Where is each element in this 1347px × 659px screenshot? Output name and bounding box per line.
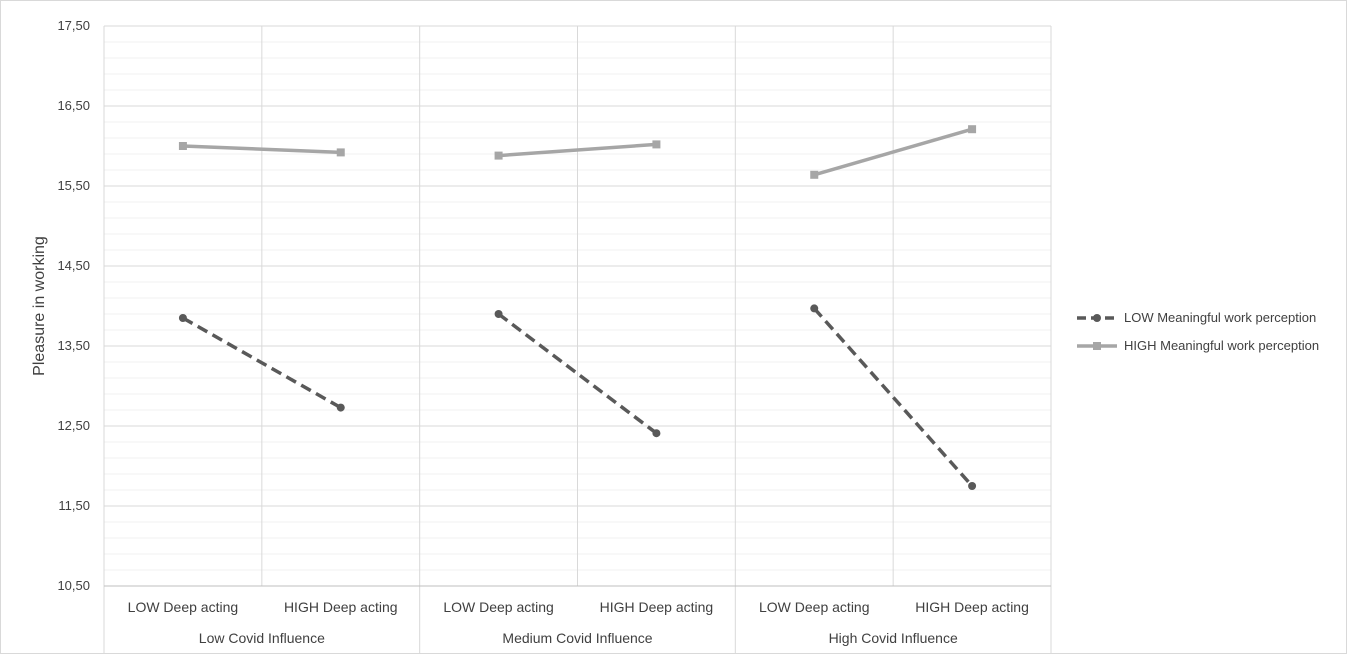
data-point-square bbox=[494, 151, 503, 160]
legend-marker-square bbox=[1093, 342, 1101, 350]
data-point-square bbox=[336, 148, 345, 157]
y-tick-label: 16,50 bbox=[57, 98, 90, 113]
x-category-label: HIGH Deep acting bbox=[600, 599, 714, 615]
data-point-circle bbox=[810, 304, 819, 313]
legend-item: LOW Meaningful work perception bbox=[1077, 310, 1316, 325]
axes: 10,50 11,50 12,50 13,50 14,50 15,50 16,50 17,50… bbox=[57, 18, 1051, 646]
x-category-label: HIGH Deep acting bbox=[284, 599, 398, 615]
y-axis-title: Pleasure in working bbox=[31, 236, 48, 376]
x-group-label: High Covid Influence bbox=[829, 630, 958, 646]
x-category-label: LOW Deep acting bbox=[759, 599, 870, 615]
x-group-label: Low Covid Influence bbox=[199, 630, 325, 646]
y-tick-label: 17,50 bbox=[57, 18, 90, 33]
legend-marker-circle bbox=[1093, 314, 1101, 322]
series-line-segment bbox=[813, 127, 973, 177]
data-point-circle bbox=[494, 310, 503, 318]
data-point-square bbox=[652, 140, 661, 149]
y-tick-label: 12,50 bbox=[57, 418, 90, 433]
y-tick-label: 14,50 bbox=[57, 258, 90, 273]
data-point-circle bbox=[968, 482, 977, 490]
data-point-square bbox=[178, 142, 187, 150]
x-group-label: Medium Covid Influence bbox=[502, 630, 652, 646]
x-category-label: HIGH Deep acting bbox=[915, 599, 1029, 615]
y-tick-label: 10,50 bbox=[57, 578, 90, 593]
data-point-circle bbox=[178, 314, 187, 322]
y-tick-label: 11,50 bbox=[58, 498, 90, 513]
series bbox=[178, 125, 977, 490]
legend-item: HIGH Meaningful work perception bbox=[1077, 338, 1319, 353]
data-point-circle bbox=[336, 403, 345, 412]
legend-label: HIGH Meaningful work perception bbox=[1124, 338, 1319, 353]
x-category-label: LOW Deep acting bbox=[128, 599, 239, 615]
y-tick-label: 15,50 bbox=[57, 178, 90, 193]
legend-label: LOW Meaningful work perception bbox=[1124, 310, 1316, 325]
y-tick-label: 13,50 bbox=[57, 338, 90, 353]
series-line-segment bbox=[812, 307, 974, 488]
data-point-circle bbox=[652, 429, 661, 438]
series-line-segment bbox=[182, 144, 341, 155]
data-point-square bbox=[968, 125, 977, 134]
x-category-label: LOW Deep acting bbox=[443, 599, 554, 615]
series-line-segment bbox=[498, 142, 657, 158]
series-low-meaningful-work bbox=[178, 304, 977, 490]
legend: LOW Meaningful work perception HIGH Meani… bbox=[1077, 310, 1319, 353]
series-line-segment bbox=[182, 316, 342, 410]
data-point-square bbox=[810, 170, 819, 179]
series-high-meaningful-work bbox=[178, 125, 977, 179]
